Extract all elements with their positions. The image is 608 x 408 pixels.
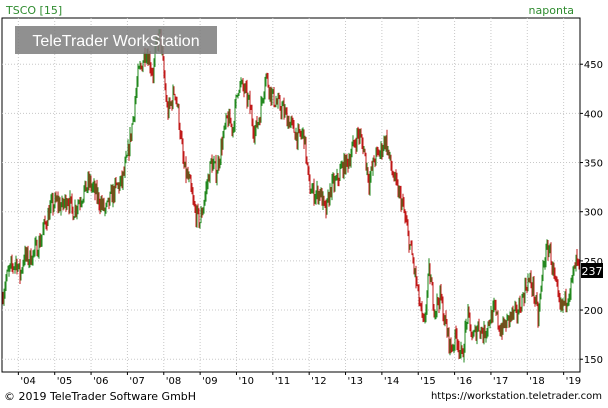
x-tick-label: '05 <box>57 376 72 387</box>
watermark-box: TeleTrader WorkStation <box>15 26 217 54</box>
x-tick-label: '15 <box>420 376 435 387</box>
x-tick-label: '07 <box>129 376 144 387</box>
x-tick-label: '11 <box>275 376 290 387</box>
watermark-text: TeleTrader WorkStation <box>32 33 199 50</box>
x-tick-label: '06 <box>93 376 108 387</box>
x-tick-label: '10 <box>238 376 253 387</box>
y-tick-label: 150 <box>584 355 603 366</box>
y-tick-label: 450 <box>584 60 603 71</box>
x-tick-label: '08 <box>166 376 181 387</box>
x-tick-label: '04 <box>20 376 35 387</box>
grid-layer <box>1 17 581 373</box>
copyright-text: © 2019 TeleTrader Software GmbH <box>4 390 197 403</box>
y-tick-label: 250 <box>584 257 603 268</box>
y-tick-label: 200 <box>584 306 603 317</box>
y-tick-label: 400 <box>584 109 603 120</box>
x-tick-label: '16 <box>457 376 472 387</box>
footer: © 2019 TeleTrader Software GmbH https://… <box>0 388 608 408</box>
y-tick-label: 300 <box>584 208 603 219</box>
x-tick-label: '17 <box>493 376 508 387</box>
x-tick-label: '14 <box>384 376 399 387</box>
x-tick-label: '12 <box>311 376 326 387</box>
last-price-label: 237 <box>582 265 603 278</box>
symbol-label[interactable]: TSCO [15] <box>5 4 62 17</box>
y-tick-label: 350 <box>584 159 603 170</box>
x-tick-label: '13 <box>348 376 363 387</box>
axis-layer: 150 200 250 300 350 400 450 '04 '05 '06 '07 '08 '09 '… <box>17 60 603 387</box>
x-tick-label: '19 <box>566 376 581 387</box>
last-price-marker: 237 <box>581 263 603 278</box>
footer-url-link[interactable]: https://workstation.teletrader.com <box>430 391 602 402</box>
x-tick-label: '18 <box>529 376 544 387</box>
x-tick-label: '09 <box>202 376 217 387</box>
period-label[interactable]: naponta <box>529 4 574 17</box>
plot-frame <box>1 17 581 373</box>
